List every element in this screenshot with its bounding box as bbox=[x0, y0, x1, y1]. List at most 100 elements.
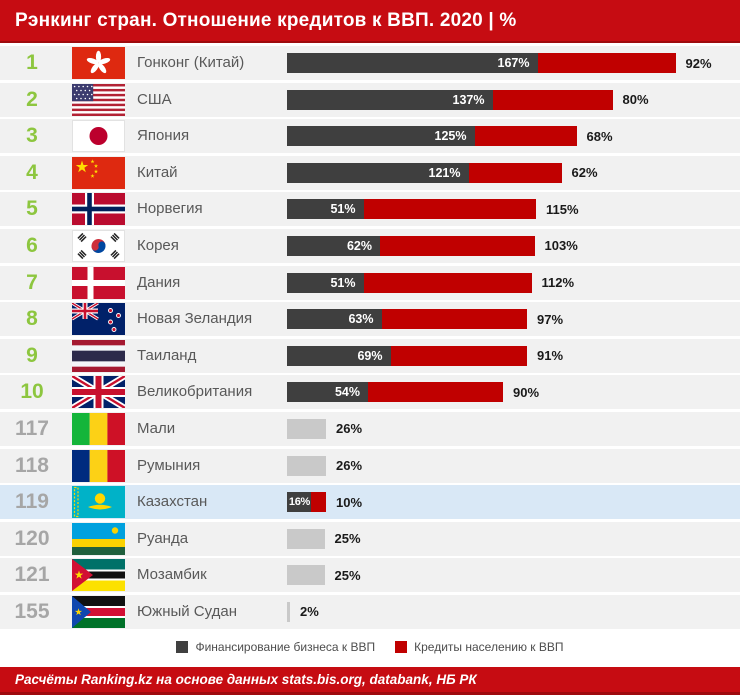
business-bar: 63% bbox=[287, 309, 382, 330]
source-bar: Расчёты Ranking.kz на основе данных stat… bbox=[0, 667, 740, 695]
value-bar bbox=[287, 418, 326, 439]
bar-group: 2% bbox=[287, 601, 319, 622]
rank-number: 117 bbox=[15, 416, 49, 440]
business-value-label: 51% bbox=[330, 202, 356, 217]
flag-mozambique-icon bbox=[72, 559, 125, 592]
bar-group: 26% bbox=[287, 455, 363, 476]
country-name: Мозамбик bbox=[137, 566, 207, 584]
household-bar bbox=[381, 309, 527, 330]
rank-number: 6 bbox=[26, 233, 38, 257]
rank-number: 10 bbox=[20, 380, 44, 404]
business-bar: 121% bbox=[287, 162, 469, 183]
household-bar bbox=[390, 345, 527, 366]
rank-number: 3 bbox=[26, 124, 38, 148]
value-bar bbox=[287, 455, 326, 476]
value-label: 25% bbox=[334, 531, 361, 547]
flag-denmark-icon bbox=[72, 266, 125, 299]
country-name: Новая Зеландия bbox=[137, 310, 253, 328]
business-value-label: 16% bbox=[288, 496, 310, 509]
rank-number: 119 bbox=[15, 490, 49, 514]
flag-usa-icon bbox=[72, 83, 125, 116]
bar-group: 26% bbox=[287, 418, 362, 439]
bar-group: 121% 62% bbox=[287, 162, 598, 183]
flag-romania-icon bbox=[72, 449, 125, 482]
country-row: 10 Великобритания 54% 90% bbox=[0, 375, 740, 410]
flag-south-sudan-icon bbox=[72, 595, 125, 628]
household-value-label: 92% bbox=[685, 55, 712, 71]
country-row: 8 Новая Зеландия 63% 97% bbox=[0, 302, 740, 337]
household-value-label: 80% bbox=[622, 92, 649, 108]
household-bar bbox=[468, 162, 562, 183]
household-value-label: 68% bbox=[586, 128, 613, 144]
country-row: 117 Мали 26% bbox=[0, 411, 740, 446]
country-name: Китай bbox=[137, 163, 178, 181]
business-value-label: 167% bbox=[497, 56, 530, 70]
rank-number: 121 bbox=[14, 563, 50, 587]
country-row: 120 Руанда 25% bbox=[0, 521, 740, 556]
business-value-label: 137% bbox=[452, 92, 485, 107]
business-bar: 16% bbox=[287, 492, 311, 513]
flag-hong-kong-icon bbox=[72, 47, 125, 79]
country-row: 3 Япония 125% 68% bbox=[0, 119, 740, 154]
country-name: Гонконг (Китай) bbox=[137, 54, 245, 71]
flag-thailand-icon bbox=[72, 339, 125, 372]
legend-swatch-household-icon bbox=[395, 641, 408, 653]
flag-united-kingdom-icon bbox=[72, 376, 125, 409]
country-row: 4 Китай 121% 62% bbox=[0, 155, 740, 190]
household-value-label: 90% bbox=[513, 384, 540, 400]
bar-group: 25% bbox=[287, 528, 361, 549]
bar-group: 62% 103% bbox=[287, 235, 578, 256]
rank-number: 155 bbox=[14, 599, 50, 623]
country-name: Великобритания bbox=[137, 383, 253, 401]
value-bar bbox=[287, 528, 325, 549]
country-row: 121 Мозамбик 25% bbox=[0, 558, 740, 593]
flag-rwanda-icon bbox=[72, 522, 125, 555]
country-name: Южный Судан bbox=[137, 602, 238, 620]
bar-group: 54% 90% bbox=[287, 382, 540, 403]
business-value-label: 125% bbox=[434, 129, 467, 144]
flag-japan-icon bbox=[72, 120, 125, 153]
legend-item-business: Финансирование бизнеса к ВВП bbox=[176, 640, 375, 654]
business-bar: 137% bbox=[287, 89, 493, 110]
bar-group: 69% 91% bbox=[287, 345, 563, 366]
flag-mali-icon bbox=[72, 412, 125, 445]
bar-group: 125% 68% bbox=[287, 126, 613, 147]
flag-china-icon bbox=[72, 156, 125, 189]
value-bar bbox=[287, 565, 325, 586]
business-value-label: 62% bbox=[346, 238, 372, 253]
business-bar: 51% bbox=[287, 199, 364, 220]
business-value-label: 121% bbox=[428, 165, 461, 180]
household-value-label: 97% bbox=[537, 311, 564, 327]
household-value-label: 115% bbox=[546, 201, 579, 217]
value-label: 26% bbox=[336, 458, 363, 474]
household-value-label: 103% bbox=[544, 238, 578, 254]
country-name: Румыния bbox=[137, 456, 201, 474]
bar-group: 167% 92% bbox=[287, 53, 712, 73]
country-row: 118 Румыния 26% bbox=[0, 448, 740, 483]
country-name: Руанда bbox=[137, 529, 189, 547]
country-row-kazakhstan: 119 Казахстан 16% 10% bbox=[0, 485, 740, 520]
household-value-label: 10% bbox=[336, 494, 363, 510]
business-value-label: 63% bbox=[348, 312, 374, 327]
value-label: 2% bbox=[300, 604, 319, 620]
country-name: Корея bbox=[137, 236, 179, 254]
country-name: Казахстан bbox=[137, 493, 208, 511]
country-name: Дания bbox=[137, 273, 181, 291]
legend-label-household: Кредиты населению к ВВП bbox=[414, 640, 564, 654]
business-value-label: 51% bbox=[330, 275, 356, 290]
rank-number: 9 bbox=[26, 343, 38, 367]
flag-south-korea-icon bbox=[72, 229, 125, 262]
household-bar bbox=[492, 89, 613, 110]
business-bar: 167% bbox=[287, 53, 538, 73]
title-bar: Рэнкинг стран. Отношение кредитов к ВВП.… bbox=[0, 0, 740, 43]
household-bar bbox=[368, 382, 503, 403]
flag-new-zealand-icon bbox=[72, 303, 125, 336]
bar-group: 16% 10% bbox=[287, 492, 363, 513]
rank-number: 4 bbox=[26, 160, 38, 184]
value-bar bbox=[287, 601, 290, 622]
household-value-label: 112% bbox=[541, 275, 575, 291]
flag-kazakhstan-icon bbox=[72, 486, 125, 519]
business-value-label: 54% bbox=[334, 385, 360, 400]
bar-group: 63% 97% bbox=[287, 309, 564, 330]
business-bar: 62% bbox=[287, 235, 380, 256]
